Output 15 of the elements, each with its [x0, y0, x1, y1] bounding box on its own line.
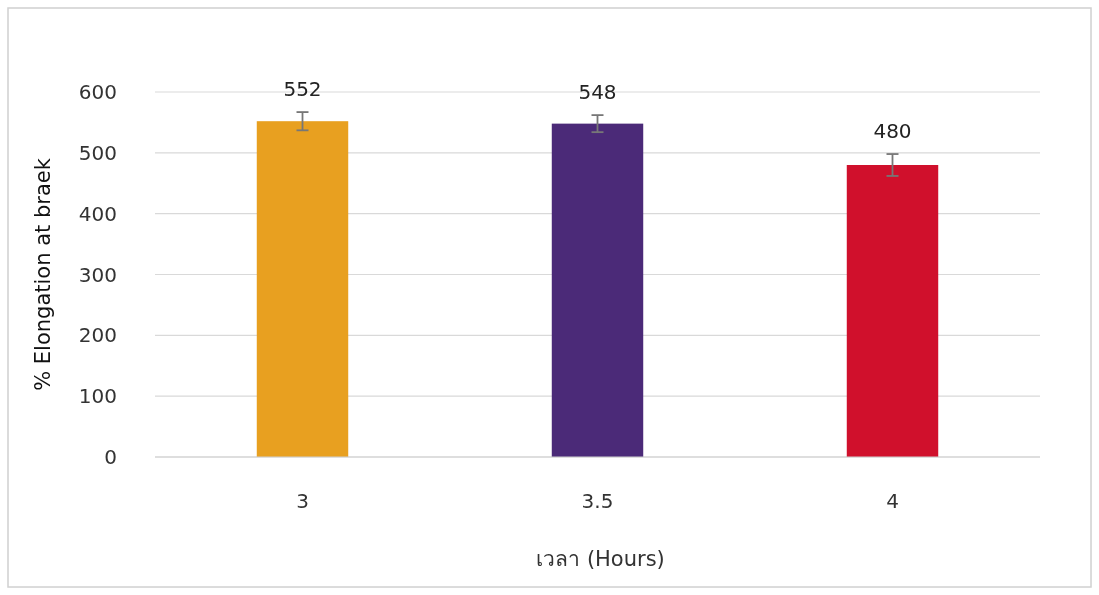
x-tick-label: 4 [886, 489, 899, 513]
y-axis-title: % Elongation at braek [31, 157, 55, 391]
y-tick-label: 200 [78, 323, 117, 348]
y-tick-label: 500 [78, 140, 117, 165]
y-tick-label: 0 [104, 445, 117, 469]
y-tick-label: 400 [78, 201, 117, 226]
x-tick-label: 3.5 [581, 489, 614, 513]
data-label: 552 [283, 77, 322, 102]
x-tick-label: 3 [296, 489, 309, 513]
x-axis-title: เวลา (Hours) [536, 547, 665, 571]
y-tick-label: 300 [78, 262, 117, 287]
y-tick-label: 600 [78, 80, 117, 104]
y-tick-label: 100 [78, 384, 117, 409]
data-label: 480 [873, 119, 912, 144]
data-label: 548 [578, 80, 617, 105]
